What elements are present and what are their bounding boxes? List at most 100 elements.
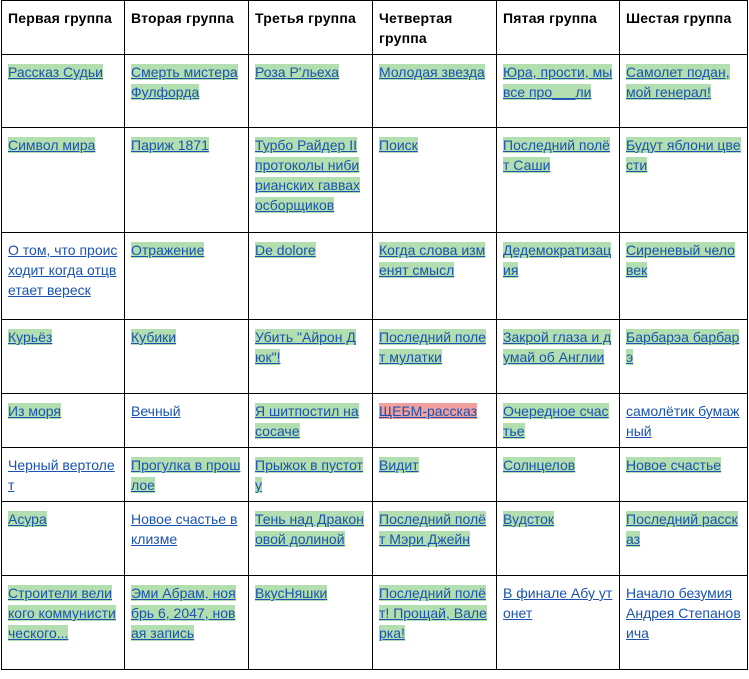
story-link[interactable]: Видит (379, 457, 419, 473)
story-link[interactable]: Из моря (8, 403, 61, 419)
story-link[interactable]: Париж 1871 (131, 137, 209, 153)
table-cell: ЩЕБМ-рассказ (372, 393, 497, 448)
table-cell: Кубики (124, 319, 249, 394)
table-cell: Самолет подан, мой генерал! (619, 54, 748, 128)
table-cell: Курьёз (1, 319, 125, 394)
story-link[interactable]: Последний полёт Мэри Джейн (379, 511, 486, 547)
story-link[interactable]: Прогулка в прошлое (131, 457, 241, 493)
story-link[interactable]: Барбарэа барбарэ (626, 329, 740, 365)
story-link[interactable]: ВкусНяшки (255, 585, 328, 601)
table-cell: Закрой глаза и думай об Англии (496, 319, 620, 394)
table-cell: Роза Р'льеха (248, 54, 373, 128)
story-link[interactable]: Символ мира (8, 137, 96, 153)
table-body: Рассказ Судьи Смерть мистера Фулфорда Роза… (1, 54, 748, 670)
table-cell: Новое счастье (619, 447, 748, 502)
story-link[interactable]: Кубики (131, 329, 177, 345)
group-header-6: Шестая группа (619, 0, 748, 55)
table-cell: Барбарэа барбарэ (619, 319, 748, 394)
story-link[interactable]: Солнцелов (503, 457, 576, 473)
story-link[interactable]: De dolore (255, 242, 316, 258)
table-cell: Видит (372, 447, 497, 502)
table-cell: Вудсток (496, 501, 620, 576)
story-link[interactable]: ЩЕБМ-рассказ (379, 403, 478, 419)
table-row: Символ мира Париж 1871 Турбо Райдер II про… (1, 127, 748, 233)
story-link[interactable]: Строители великого коммунистического... (8, 585, 116, 641)
story-link[interactable]: Последний рассказ (626, 511, 738, 547)
table-cell: Последний полёт! Прощай, Валерка! (372, 575, 497, 670)
story-link[interactable]: Прыжок в пустоту (255, 457, 363, 493)
table-cell: Смерть мистера Фулфорда (124, 54, 249, 128)
story-link[interactable]: Черный вертолет (8, 457, 115, 493)
table-cell: О том, что происходит когда отцветает ве… (1, 232, 125, 320)
story-link[interactable]: Вечный (131, 403, 181, 419)
story-link[interactable]: Юра, прости, мы все про___ли (503, 64, 613, 100)
story-link[interactable]: Новое счастье (626, 457, 722, 473)
table-row: Строители великого коммунистического... Э… (1, 575, 748, 670)
story-link[interactable]: Последний полёт Саши (503, 137, 610, 173)
table-cell: ВкусНяшки (248, 575, 373, 670)
story-link[interactable]: Новое счастье в клизме (131, 511, 238, 547)
header-row: Первая группа Вторая группа Третья групп… (1, 0, 748, 55)
table-cell: Последний рассказ (619, 501, 748, 576)
table-cell: Я шитпостил на сосаче (248, 393, 373, 448)
story-link[interactable]: Убить "Айрон Дюк"! (255, 329, 356, 365)
table-cell: Турбо Райдер II протоколы нибирианских г… (248, 127, 373, 233)
table-cell: Молодая звезда (372, 54, 497, 128)
table-cell: Последний полёт Саши (496, 127, 620, 233)
story-link[interactable]: Асура (8, 511, 47, 527)
story-link[interactable]: Закрой глаза и думай об Англии (503, 329, 612, 365)
table-cell: Дедемократизация (496, 232, 620, 320)
story-link[interactable]: В финале Абу утонет (503, 585, 613, 621)
table-cell: Очередное счастье (496, 393, 620, 448)
story-link[interactable]: Рассказ Судьи (8, 64, 103, 80)
table-cell: самолётик бумажный (619, 393, 748, 448)
story-link[interactable]: самолётик бумажный (626, 403, 740, 439)
table-row: Курьёз Кубики Убить "Айрон Дюк"! Последний … (1, 319, 748, 394)
group-header-5: Пятая группа (496, 0, 620, 55)
story-link[interactable]: Тень над Драконовой долиной (255, 511, 364, 547)
table-cell: Рассказ Судьи (1, 54, 125, 128)
table-cell: Поиск (372, 127, 497, 233)
table-cell: Символ мира (1, 127, 125, 233)
story-link[interactable]: Когда слова изменят смысл (379, 242, 486, 278)
table-cell: Будут яблони цвести (619, 127, 748, 233)
story-link[interactable]: Эми Абрам, ноябрь 6, 2047, новая запись (131, 585, 236, 641)
story-link[interactable]: Молодая звезда (379, 64, 485, 80)
story-link[interactable]: Я шитпостил на сосаче (255, 403, 359, 439)
table-cell: Отражение (124, 232, 249, 320)
group-header-1: Первая группа (1, 0, 125, 55)
story-link[interactable]: Курьёз (8, 329, 53, 345)
story-link[interactable]: Турбо Райдер II протоколы нибирианских г… (255, 137, 361, 213)
table-row: Из моря Вечный Я шитпостил на сосаче ЩЕБМ-р… (1, 393, 748, 448)
table-cell: Начало безумия Андрея Степановича (619, 575, 748, 670)
story-link[interactable]: Самолет подан, мой генерал! (626, 64, 730, 100)
story-link[interactable]: Начало безумия Андрея Степановича (626, 585, 741, 641)
story-link[interactable]: Будут яблони цвести (626, 137, 741, 173)
group-header-4: Четвертая группа (372, 0, 497, 55)
table-cell: Тень над Драконовой долиной (248, 501, 373, 576)
group-header-3: Третья группа (248, 0, 373, 55)
story-link[interactable]: Последний полёт! Прощай, Валерка! (379, 585, 487, 641)
table-row: Асура Новое счастье в клизме Тень над Драк… (1, 501, 748, 576)
table-cell: В финале Абу утонет (496, 575, 620, 670)
table-cell: Строители великого коммунистического... (1, 575, 125, 670)
table-cell: Эми Абрам, ноябрь 6, 2047, новая запись (124, 575, 249, 670)
table-cell: Париж 1871 (124, 127, 249, 233)
story-link[interactable]: Сиреневый человек (626, 242, 735, 278)
table-cell: Когда слова изменят смысл (372, 232, 497, 320)
table-cell: Прыжок в пустоту (248, 447, 373, 502)
story-link[interactable]: Поиск (379, 137, 418, 153)
story-link[interactable]: Очередное счастье (503, 403, 609, 439)
table-row: Черный вертолет Прогулка в прошлое Прыжок … (1, 447, 748, 502)
story-link[interactable]: Последний полет мулатки (379, 329, 486, 365)
story-link[interactable]: Отражение (131, 242, 205, 258)
table-cell: Из моря (1, 393, 125, 448)
story-link[interactable]: О том, что происходит когда отцветает ве… (8, 242, 118, 298)
story-link[interactable]: Дедемократизация (503, 242, 612, 278)
story-link[interactable]: Вудсток (503, 511, 555, 527)
table-cell: Последний полёт Мэри Джейн (372, 501, 497, 576)
table-cell: Асура (1, 501, 125, 576)
story-link[interactable]: Роза Р'льеха (255, 64, 340, 80)
story-link[interactable]: Смерть мистера Фулфорда (131, 64, 238, 100)
